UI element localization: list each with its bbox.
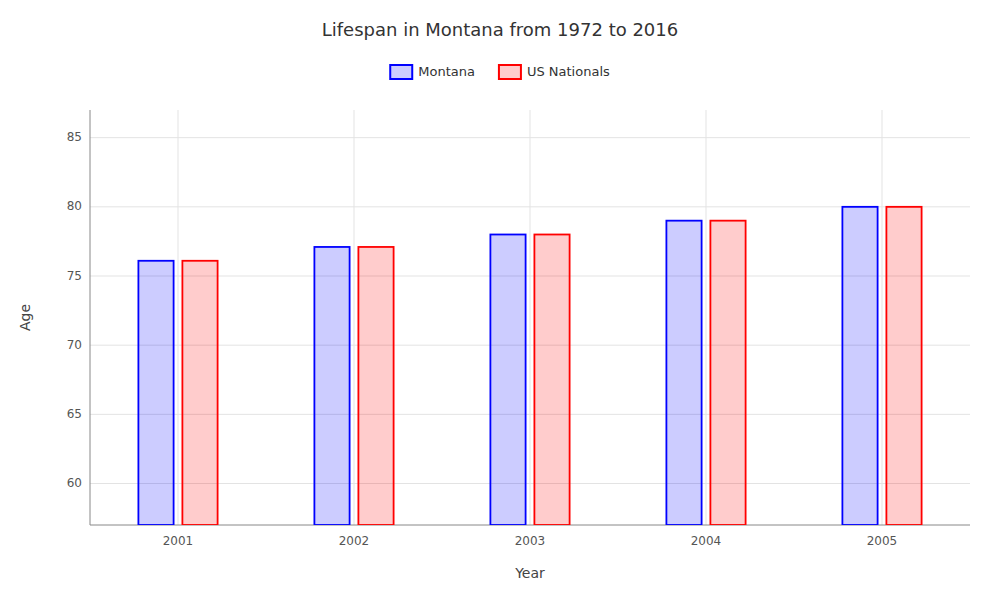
chart-container: 60 65 70 75 80 85 2001 2002 2003 2004 2005 Lifespan… bbox=[0, 0, 1000, 600]
y-tick-label: 80 bbox=[67, 199, 82, 213]
legend: Montana US Nationals bbox=[390, 64, 610, 80]
x-tick-label: 2001 bbox=[163, 534, 194, 548]
x-tick-label: 2005 bbox=[867, 534, 898, 548]
x-grid-line bbox=[530, 110, 531, 525]
y-tick-label: 65 bbox=[67, 407, 82, 421]
x-grid-line bbox=[178, 110, 179, 525]
chart-svg: 60 65 70 75 80 85 2001 2002 2003 2004 2005 Lifespan… bbox=[0, 0, 1000, 600]
y-tick-label: 70 bbox=[67, 338, 82, 352]
bar bbox=[886, 207, 921, 525]
bar bbox=[710, 221, 745, 525]
bar bbox=[138, 261, 173, 525]
bar bbox=[314, 247, 349, 525]
x-axis-line bbox=[90, 525, 970, 526]
bars bbox=[138, 207, 921, 525]
bar bbox=[842, 207, 877, 525]
x-tick-label: 2003 bbox=[515, 534, 546, 548]
bar bbox=[666, 221, 701, 525]
x-tick-label: 2002 bbox=[339, 534, 370, 548]
legend-label: US Nationals bbox=[527, 64, 610, 79]
x-grid-line bbox=[354, 110, 355, 525]
bar bbox=[534, 235, 569, 526]
x-grid-line bbox=[882, 110, 883, 525]
legend-label: Montana bbox=[418, 64, 475, 79]
y-axis-line bbox=[90, 110, 91, 525]
legend-swatch bbox=[499, 65, 521, 79]
legend-swatch bbox=[390, 65, 412, 79]
x-tick-label: 2004 bbox=[691, 534, 722, 548]
x-axis-label: Year bbox=[514, 565, 545, 581]
bar bbox=[490, 235, 525, 526]
y-tick-label: 60 bbox=[67, 476, 82, 490]
y-tick-label: 85 bbox=[67, 130, 82, 144]
bar bbox=[358, 247, 393, 525]
axes: 60 65 70 75 80 85 2001 2002 2003 2004 2005 bbox=[67, 110, 970, 548]
y-tick-label: 75 bbox=[67, 269, 82, 283]
title: Lifespan in Montana from 1972 to 2016 bbox=[322, 19, 678, 40]
y-axis-label: Age bbox=[17, 304, 33, 331]
grid bbox=[90, 110, 970, 525]
bar bbox=[182, 261, 217, 525]
x-grid-line bbox=[706, 110, 707, 525]
